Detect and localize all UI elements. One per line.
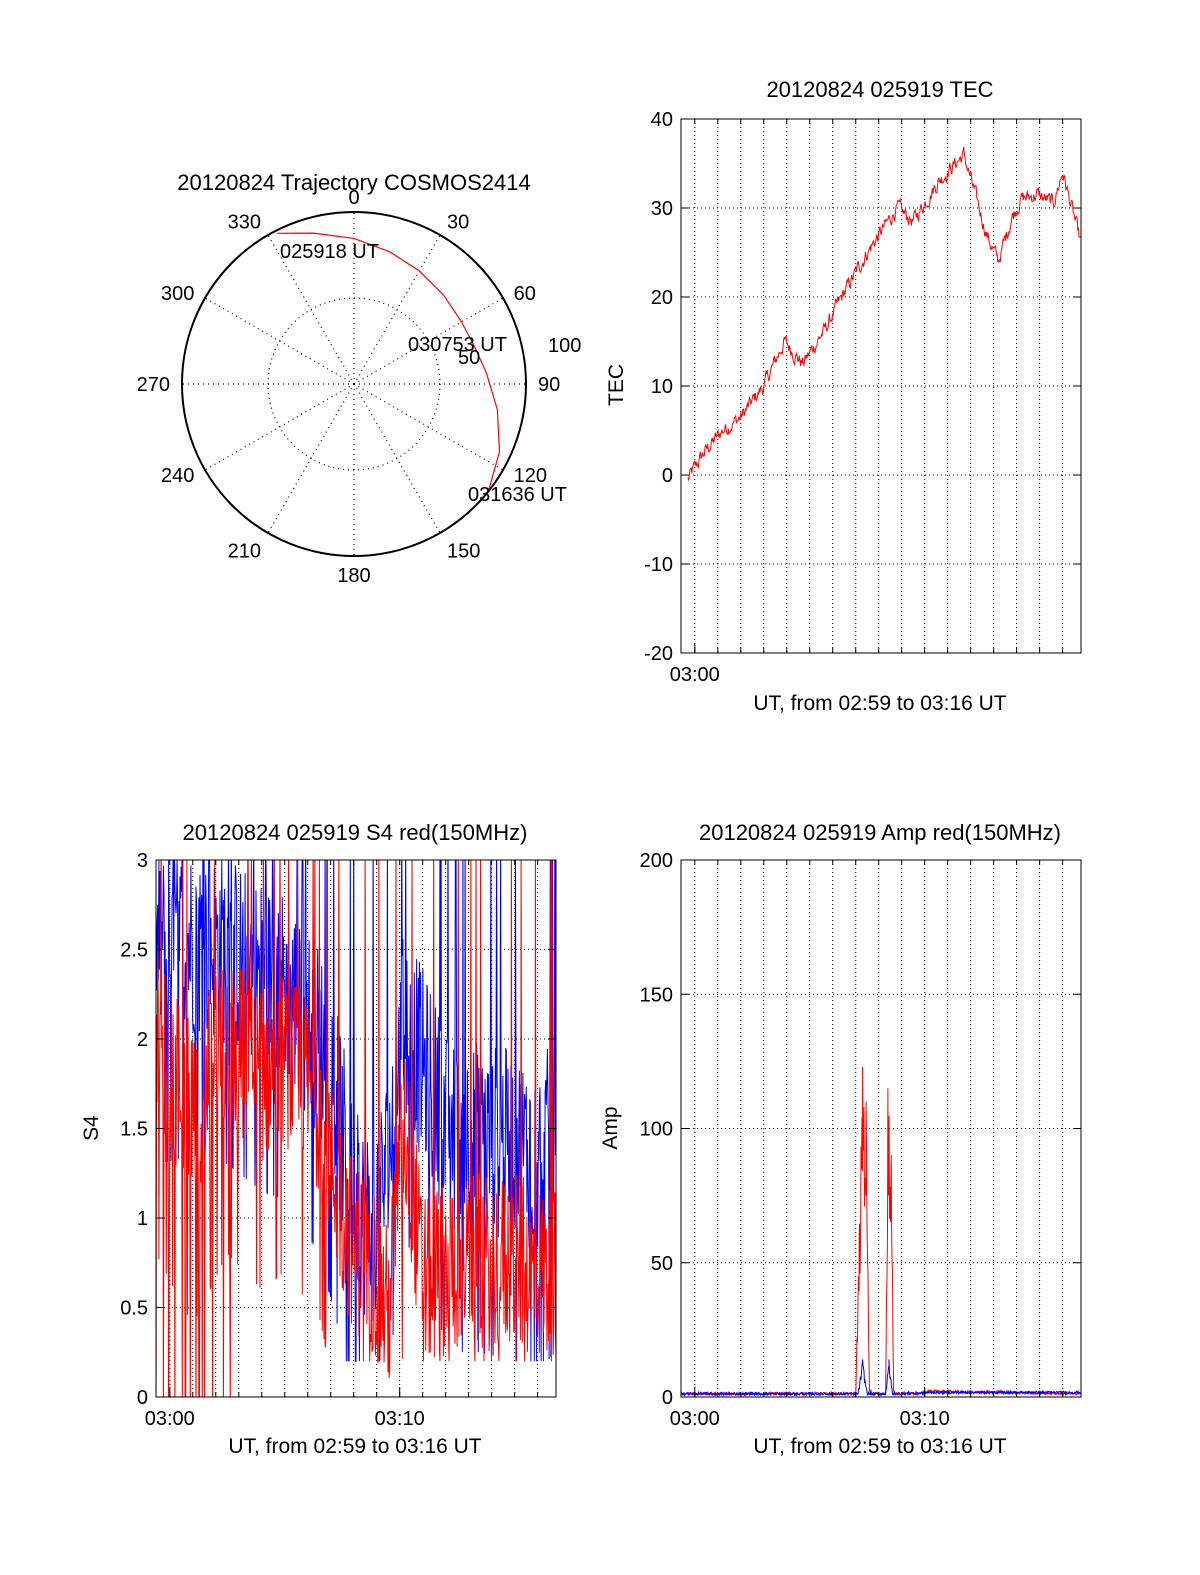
polar-labels: 0 30 60 90 120 150 180 210 240 270 300 330 50 100 0259… xyxy=(137,187,582,587)
satellite-track-line xyxy=(277,232,501,490)
polar-spoke xyxy=(267,234,355,385)
y-tick-label: 0 xyxy=(137,1387,148,1409)
y-tick-label: 0 xyxy=(662,1387,673,1409)
y-tick-label: 2 xyxy=(137,1029,148,1051)
polar-angle-label: 60 xyxy=(514,283,536,305)
amp-xlabel: UT, from 02:59 to 03:16 UT xyxy=(753,1435,1006,1458)
polar-angle-label: 90 xyxy=(538,374,560,396)
series-red-line xyxy=(681,1066,1081,1397)
track-time-annotation: 031636 UT xyxy=(468,484,567,506)
polar-angle-label: 270 xyxy=(137,374,170,396)
polar-spoke xyxy=(267,383,355,534)
polar-spoke xyxy=(204,297,355,385)
polar-angle-label: 30 xyxy=(447,211,469,233)
y-tick-label: -10 xyxy=(644,554,673,576)
y-tick-label: 100 xyxy=(640,1119,673,1141)
polar-angle-label: 330 xyxy=(228,211,261,233)
amp-plot-area: 0 50 100 150 200 03:00 03:10 xyxy=(640,850,1082,1430)
x-tick-label: 03:00 xyxy=(145,1408,195,1430)
series-red-line xyxy=(687,146,1081,482)
track-time-annotation: 030753 UT xyxy=(408,334,507,356)
y-tick-label: 10 xyxy=(651,376,673,398)
x-tick-label: 03:00 xyxy=(670,1408,720,1430)
amp-ylabel: Amp xyxy=(599,1106,622,1149)
tec-xlabel: UT, from 02:59 to 03:16 UT xyxy=(753,692,1006,715)
amp-title: 20120824 025919 Amp red(150MHz) xyxy=(699,820,1061,845)
trajectory-title: 20120824 Trajectory COSMOS2414 xyxy=(177,170,530,195)
s4-panel: 20120824 025919 S4 red(150MHz) 0 0.5 1 1.5 2… xyxy=(80,820,557,1458)
polar-spoke xyxy=(353,297,504,385)
polar-angle-label: 150 xyxy=(447,541,480,563)
polar-spoke xyxy=(353,234,441,385)
y-tick-label: 30 xyxy=(651,198,673,220)
polar-spoke xyxy=(353,383,504,471)
polar-spoke xyxy=(353,383,441,534)
y-tick-label: 40 xyxy=(651,109,673,131)
y-tick-label: 150 xyxy=(640,984,673,1006)
s4-title: 20120824 025919 S4 red(150MHz) xyxy=(183,820,528,845)
series-group xyxy=(687,146,1081,482)
y-tick-label: 20 xyxy=(651,287,673,309)
series-group xyxy=(156,860,556,1397)
series-group xyxy=(681,1066,1081,1397)
y-tick-label: -20 xyxy=(644,643,673,665)
tec-plot-area: -20 -10 0 10 20 30 40 03:00 xyxy=(644,109,1082,686)
s4-plot-area: 0 0.5 1 1.5 2 2.5 3 03:00 03:10 xyxy=(120,850,557,1430)
polar-outer-circle xyxy=(181,211,527,557)
x-tick-label: 03:10 xyxy=(900,1408,950,1430)
y-tick-label: 3 xyxy=(137,850,148,872)
polar-radial-label: 50 xyxy=(458,347,480,369)
series-blue-line xyxy=(681,1359,1081,1397)
trajectory-polar-plot: 20120824 Trajectory COSMOS2414 0 30 60 90 12… xyxy=(137,170,582,587)
tec-ylabel: TEC xyxy=(605,364,628,406)
polar-angle-label: 240 xyxy=(161,465,194,487)
polar-spoke xyxy=(204,383,355,471)
tec-panel: 20120824 025919 TEC -20 -10 0 10 20 30 40 03:00… xyxy=(605,77,1082,715)
polar-grid xyxy=(181,211,527,557)
series-red-line xyxy=(156,860,556,1397)
y-tick-label: 0 xyxy=(662,465,673,487)
x-tick-label: 03:00 xyxy=(670,664,720,686)
amp-panel: 20120824 025919 Amp red(150MHz) 0 50 100 15… xyxy=(599,820,1082,1458)
polar-angle-label: 0 xyxy=(348,187,359,209)
polar-track xyxy=(277,232,501,490)
polar-angle-label: 180 xyxy=(337,565,370,587)
y-tick-label: 1.5 xyxy=(120,1119,148,1141)
polar-angle-label: 210 xyxy=(228,541,261,563)
y-tick-label: 1 xyxy=(137,1208,148,1230)
x-tick-label: 03:10 xyxy=(375,1408,425,1430)
y-tick-label: 0.5 xyxy=(120,1298,148,1320)
y-tick-label: 2.5 xyxy=(120,940,148,962)
tec-title: 20120824 025919 TEC xyxy=(766,77,993,102)
y-tick-label: 200 xyxy=(640,850,673,872)
s4-ylabel: S4 xyxy=(80,1115,103,1141)
polar-angle-label: 120 xyxy=(514,465,547,487)
series-blue-line xyxy=(156,860,556,1362)
polar-radial-label: 100 xyxy=(548,335,581,357)
polar-angle-label: 300 xyxy=(161,283,194,305)
s4-xlabel: UT, from 02:59 to 03:16 UT xyxy=(228,1435,481,1458)
y-tick-label: 50 xyxy=(651,1253,673,1275)
track-time-annotation: 025918 UT xyxy=(280,241,379,263)
